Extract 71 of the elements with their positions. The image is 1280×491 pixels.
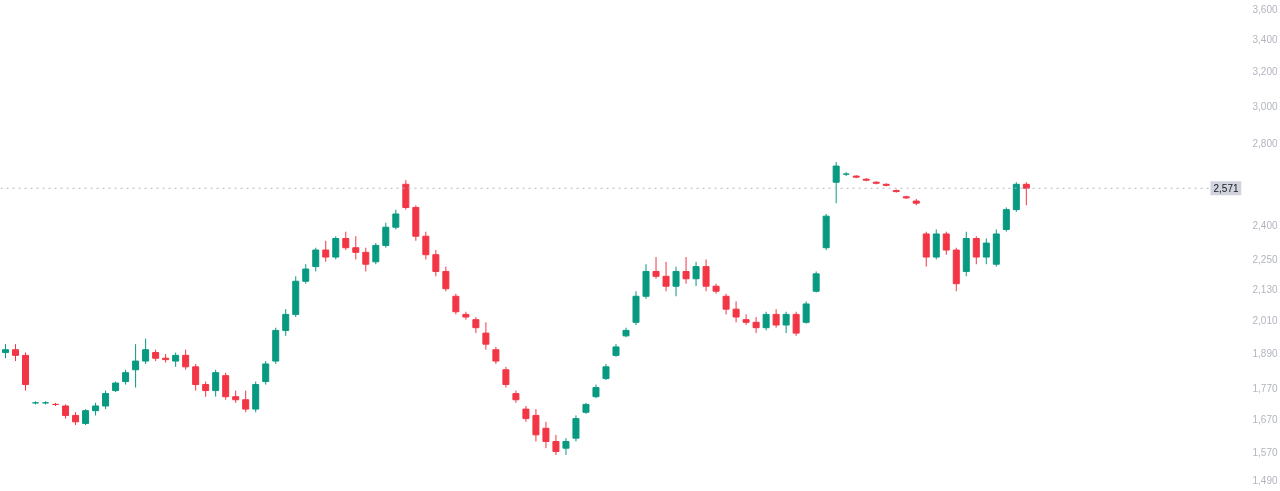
y-tick-label: 2,130 xyxy=(1252,283,1278,295)
candlestick xyxy=(552,434,560,456)
y-tick-label: 1,670 xyxy=(1252,413,1278,425)
candlestick xyxy=(732,300,740,323)
candlestick xyxy=(102,390,110,410)
candlestick xyxy=(262,360,270,386)
candlestick xyxy=(212,369,220,398)
candlestick xyxy=(972,235,980,265)
candlestick xyxy=(352,235,360,260)
candlestick xyxy=(652,256,660,280)
candlestick xyxy=(682,256,690,285)
candlestick xyxy=(242,390,250,413)
candlestick xyxy=(182,349,190,371)
candlestick xyxy=(672,266,680,297)
candlestick xyxy=(982,238,990,265)
y-tick-label: 3,600 xyxy=(1252,3,1278,15)
candlestick xyxy=(1022,181,1030,206)
candlestick xyxy=(132,343,140,389)
y-tick-label: 2,250 xyxy=(1252,254,1278,266)
candlestick xyxy=(422,231,430,260)
y-tick-label: 2,800 xyxy=(1252,137,1278,149)
candlestick xyxy=(702,258,710,292)
candlestick xyxy=(222,372,230,401)
y-tick-label: 3,400 xyxy=(1252,34,1278,46)
candlestick xyxy=(442,266,450,292)
candlestick xyxy=(332,235,340,260)
y-tick-label: 1,770 xyxy=(1252,382,1278,394)
candlestick xyxy=(322,240,330,263)
candlestick xyxy=(302,263,310,285)
candlestick xyxy=(192,363,200,392)
candlestick xyxy=(922,231,930,268)
y-tick-label: 2,010 xyxy=(1252,314,1278,326)
candlestick xyxy=(942,231,950,256)
y-tick-label: 1,490 xyxy=(1252,474,1278,486)
y-tick-label: 1,890 xyxy=(1252,347,1278,359)
candlestick xyxy=(782,311,790,334)
candlestick xyxy=(752,316,760,334)
candlestick xyxy=(382,222,390,249)
candlestick xyxy=(282,308,290,337)
candlestick xyxy=(542,421,550,449)
candlestick xyxy=(932,228,940,260)
candlestick xyxy=(762,311,770,331)
candlestick xyxy=(482,321,490,351)
candlestick xyxy=(722,293,730,315)
candlestick xyxy=(432,249,440,277)
candlestick xyxy=(362,247,370,272)
y-tick-label: 3,000 xyxy=(1252,100,1278,112)
y-tick-label: 1,570 xyxy=(1252,446,1278,458)
candlestick xyxy=(502,366,510,389)
candlestick xyxy=(662,261,670,292)
candlestick xyxy=(312,247,320,272)
candlestick xyxy=(402,179,410,211)
y-tick-label: 3,200 xyxy=(1252,66,1278,78)
candlestick xyxy=(802,300,810,325)
candlestick xyxy=(742,313,750,326)
candlestick xyxy=(532,408,540,442)
candlestick xyxy=(792,311,800,337)
candlestick xyxy=(392,209,400,230)
candlestick xyxy=(142,338,150,365)
candlestick xyxy=(832,161,840,204)
candlestick xyxy=(572,414,580,442)
candlestick xyxy=(372,242,380,265)
candlestick xyxy=(692,261,700,287)
ref-line-label: 2,571 xyxy=(1213,183,1239,195)
candlestick xyxy=(342,231,350,251)
y-tick-label: 2,400 xyxy=(1252,219,1278,231)
candlestick xyxy=(772,308,780,329)
candlestick xyxy=(562,437,570,456)
candlestick xyxy=(462,311,470,321)
candlestick xyxy=(452,293,460,315)
candlestick xyxy=(1002,206,1010,233)
